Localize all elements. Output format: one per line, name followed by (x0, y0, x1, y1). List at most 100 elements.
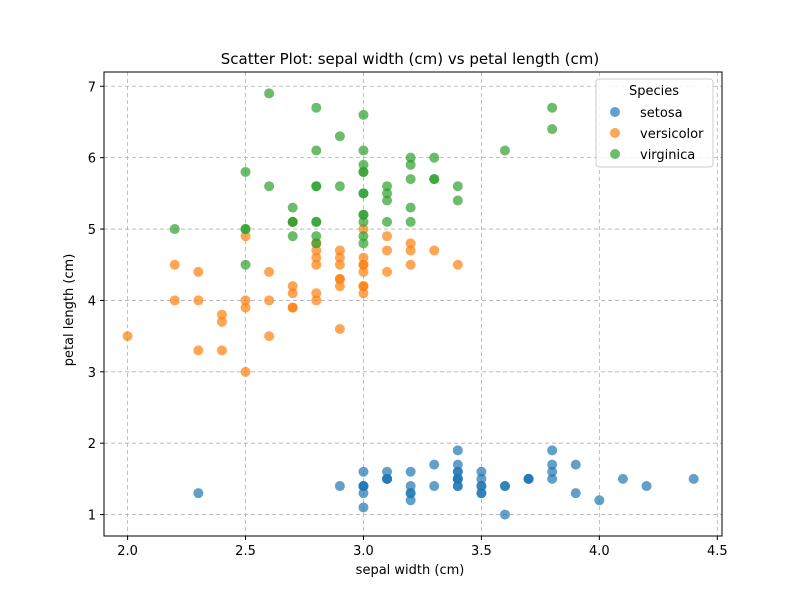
versicolor-point (240, 295, 251, 306)
virginica-point (311, 238, 322, 249)
virginica-point (382, 195, 393, 206)
setosa-point (547, 459, 558, 470)
versicolor-point (311, 288, 322, 299)
versicolor-point (405, 238, 416, 249)
setosa-point (547, 466, 558, 477)
virginica-point (240, 166, 251, 177)
virginica-point (452, 181, 463, 192)
x-axis-label: sepal width (cm) (356, 563, 465, 578)
versicolor-point (334, 274, 345, 285)
setosa-point (641, 481, 652, 492)
y-tick-label: 6 (88, 152, 96, 167)
versicolor-point (169, 295, 180, 306)
versicolor-point (334, 323, 345, 334)
versicolor-point (358, 224, 369, 235)
versicolor-point (311, 252, 322, 263)
virginica-point (405, 202, 416, 213)
setosa-point (523, 473, 534, 484)
versicolor-point (216, 309, 227, 320)
versicolor-point (311, 259, 322, 270)
virginica-point (311, 102, 322, 113)
setosa-point (358, 488, 369, 499)
setosa-point (405, 488, 416, 499)
setosa-point (358, 502, 369, 513)
setosa-point (429, 459, 440, 470)
series-virginica (169, 88, 558, 270)
virginica-point (358, 145, 369, 156)
versicolor-point (358, 252, 369, 263)
virginica-point (240, 224, 251, 235)
virginica-point (405, 159, 416, 170)
virginica-point (358, 109, 369, 120)
legend-item-setosa: setosa (610, 106, 683, 121)
virginica-point (334, 181, 345, 192)
versicolor-point (358, 288, 369, 299)
legend-marker-virginica (610, 149, 620, 159)
setosa-point (452, 459, 463, 470)
setosa-point (688, 473, 699, 484)
versicolor-point (311, 245, 322, 256)
versicolor-point (287, 302, 298, 313)
legend-marker-versicolor (610, 128, 620, 138)
versicolor-point (122, 331, 133, 342)
setosa-point (193, 488, 204, 499)
versicolor-point (405, 259, 416, 270)
virginica-point (240, 259, 251, 270)
versicolor-point (264, 266, 275, 277)
legend-item-virginica: virginica (610, 148, 695, 163)
versicolor-point (169, 259, 180, 270)
setosa-point (617, 473, 628, 484)
legend-marker-setosa (610, 107, 620, 117)
setosa-point (499, 509, 510, 520)
setosa-point (405, 495, 416, 506)
versicolor-point (334, 245, 345, 256)
versicolor-point (287, 288, 298, 299)
virginica-point (311, 181, 322, 192)
virginica-point (287, 231, 298, 242)
versicolor-point (216, 345, 227, 356)
virginica-point (547, 102, 558, 113)
versicolor-point (382, 245, 393, 256)
virginica-point (429, 152, 440, 163)
y-tick-label: 1 (88, 509, 96, 524)
setosa-point (405, 466, 416, 477)
versicolor-point (193, 295, 204, 306)
virginica-point (358, 216, 369, 227)
versicolor-point (287, 281, 298, 292)
virginica-point (358, 188, 369, 199)
x-tick-label: 2.5 (235, 544, 256, 559)
setosa-point (499, 481, 510, 492)
virginica-point (499, 145, 510, 156)
virginica-point (334, 131, 345, 142)
versicolor-point (382, 231, 393, 242)
series-setosa (193, 445, 699, 520)
setosa-point (429, 481, 440, 492)
setosa-point (570, 459, 581, 470)
legend-label-versicolor: versicolor (640, 127, 704, 142)
points-layer (122, 88, 699, 520)
setosa-point (547, 473, 558, 484)
virginica-point (452, 195, 463, 206)
virginica-point (287, 202, 298, 213)
virginica-point (358, 159, 369, 170)
setosa-point (334, 481, 345, 492)
virginica-point (358, 166, 369, 177)
setosa-point (452, 481, 463, 492)
versicolor-point (240, 231, 251, 242)
virginica-point (405, 216, 416, 227)
versicolor-point (264, 295, 275, 306)
setosa-point (547, 445, 558, 456)
versicolor-point (193, 345, 204, 356)
plot-frame (103, 71, 723, 537)
setosa-point (452, 445, 463, 456)
x-tick-label: 3.0 (353, 544, 374, 559)
versicolor-point (216, 316, 227, 327)
virginica-point (311, 145, 322, 156)
virginica-point (311, 216, 322, 227)
setosa-point (358, 481, 369, 492)
legend-label-setosa: setosa (640, 106, 683, 121)
legend-title: Species (629, 84, 679, 99)
legend-label-virginica: virginica (640, 148, 695, 163)
versicolor-point (334, 259, 345, 270)
